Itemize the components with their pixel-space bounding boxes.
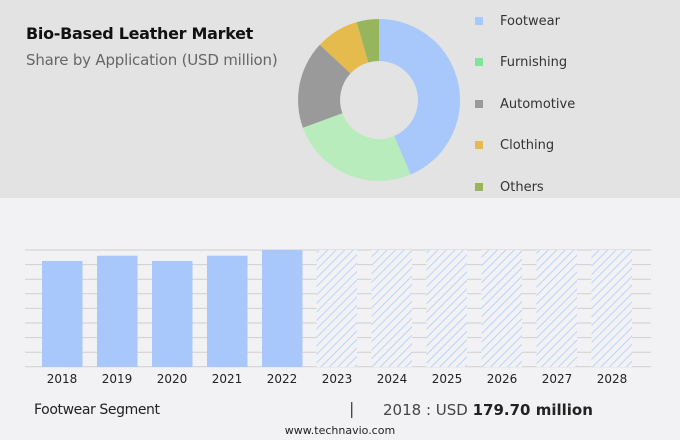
x-tick-label: 2021	[211, 372, 243, 386]
legend-item-footwear: Footwear	[475, 13, 560, 29]
legend-swatch-icon	[475, 100, 483, 108]
legend-label: Footwear	[500, 13, 560, 29]
donut-slice-furnishing	[302, 113, 411, 182]
bar-2025-forecast	[426, 250, 467, 367]
bar-2018	[42, 261, 83, 367]
donut-slice-clothing	[319, 22, 369, 74]
legend-label: Clothing	[500, 137, 555, 153]
legend-label: Automotive	[500, 96, 576, 112]
segment-value: 2018 : USD 179.70 million	[383, 401, 593, 419]
x-tick-label: 2028	[596, 372, 628, 386]
legend-swatch-icon	[475, 141, 483, 149]
bar-2019	[97, 255, 138, 367]
bar-2024-forecast	[371, 250, 412, 367]
bar-2021	[207, 255, 248, 367]
bar-chart	[25, 249, 651, 368]
footer-separator: |	[349, 399, 355, 418]
legend-item-clothing: Clothing	[475, 137, 554, 153]
bar-2023-forecast	[316, 250, 357, 367]
segment-value-prefix: 2018 : USD	[383, 401, 473, 419]
x-tick-label: 2018	[46, 372, 78, 386]
x-tick-label: 2022	[266, 372, 298, 386]
bar-2028-forecast	[591, 250, 632, 367]
legend-label: Furnishing	[500, 54, 568, 70]
bar-2020	[152, 261, 193, 367]
legend-item-furnishing: Furnishing	[475, 54, 567, 70]
bar-2022	[262, 250, 303, 367]
legend-label: Others	[500, 179, 544, 195]
x-tick-label: 2019	[101, 372, 133, 386]
x-tick-label: 2023	[321, 372, 353, 386]
legend-swatch-icon	[475, 17, 483, 25]
legend-item-others: Others	[475, 179, 544, 195]
legend-item-automotive: Automotive	[475, 96, 575, 112]
x-tick-label: 2024	[376, 372, 408, 386]
bar-2027-forecast	[536, 250, 577, 367]
x-tick-label: 2027	[541, 372, 573, 386]
donut-chart	[298, 18, 461, 182]
x-tick-label: 2020	[156, 372, 188, 386]
donut-slice-footwear	[379, 18, 461, 175]
legend-swatch-icon	[475, 58, 483, 66]
chart-title: Bio-Based Leather Market	[26, 24, 254, 43]
source-url: www.technavio.com	[284, 424, 396, 437]
donut-slice-others	[356, 18, 379, 63]
segment-label: Footwear Segment	[34, 402, 160, 418]
bar-2026-forecast	[481, 250, 522, 367]
x-tick-label: 2025	[431, 372, 463, 386]
legend-swatch-icon	[475, 183, 483, 191]
segment-value-amount: 179.70 million	[472, 401, 593, 419]
chart-subtitle: Share by Application (USD million)	[26, 51, 278, 69]
x-tick-label: 2026	[486, 372, 518, 386]
donut-slice-automotive	[298, 44, 351, 128]
